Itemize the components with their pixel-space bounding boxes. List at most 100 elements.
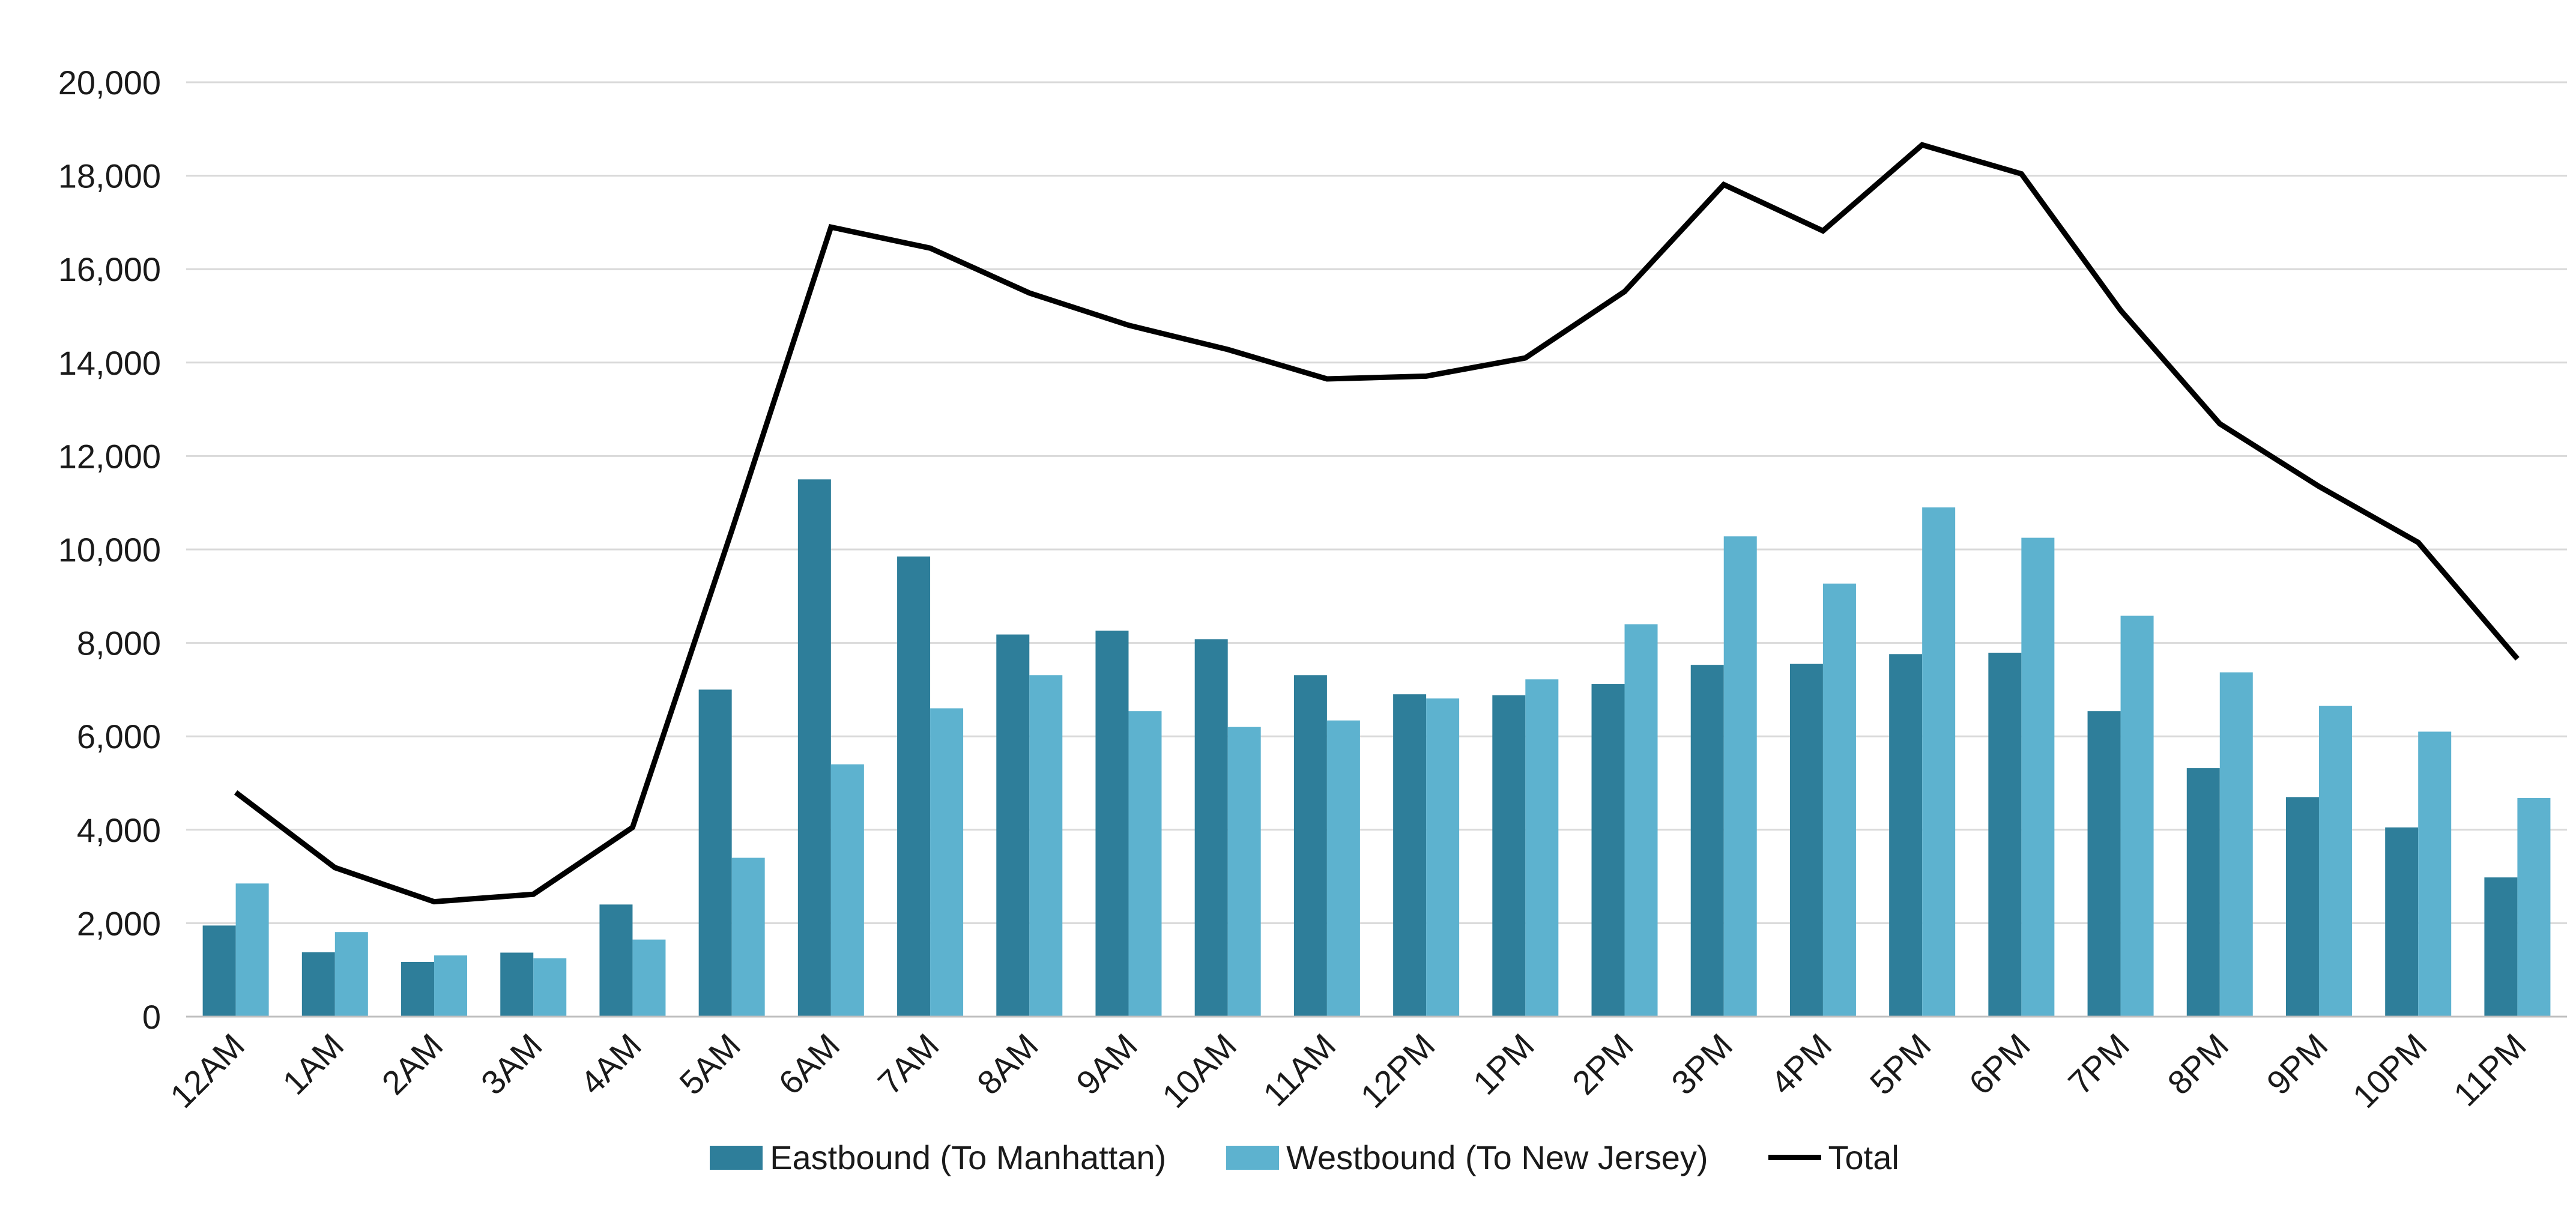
bar-eastbound (1691, 665, 1724, 1017)
x-tick-label: 4AM (573, 1026, 649, 1102)
bar-westbound (831, 764, 864, 1017)
x-tick-label: 12PM (1353, 1026, 1442, 1115)
y-tick-label: 8,000 (77, 625, 161, 662)
bar-eastbound (500, 952, 533, 1017)
bar-westbound (1724, 536, 1757, 1017)
bar-westbound (434, 955, 467, 1017)
bar-eastbound (2187, 768, 2220, 1017)
bar-eastbound (1790, 664, 1823, 1017)
y-tick-label: 4,000 (77, 811, 161, 849)
x-tick-label: 9PM (2259, 1026, 2335, 1102)
x-tick-label: 2PM (1565, 1026, 1640, 1102)
y-axis-tick-labels: 0 2,000 4,000 6,000 8,000 10,000 12,000 14,000 1… (58, 64, 161, 1036)
x-tick-label: 3AM (474, 1026, 549, 1102)
legend: Eastbound (To Manhattan) Westbound (To N… (0, 1138, 2576, 1177)
x-tick-label: 1AM (275, 1026, 351, 1102)
bar-eastbound (401, 962, 434, 1017)
legend-item-total: Total (1768, 1138, 1899, 1177)
bar-eastbound (2286, 797, 2319, 1017)
bar-westbound (2517, 798, 2550, 1017)
bar-westbound (2021, 538, 2054, 1017)
legend-item-westbound: Westbound (To New Jersey) (1226, 1138, 1708, 1177)
bar-westbound (2418, 731, 2451, 1017)
bar-westbound (236, 883, 269, 1017)
y-tick-label: 0 (142, 998, 161, 1036)
x-tick-label: 3PM (1664, 1026, 1740, 1102)
bar-westbound (732, 858, 765, 1017)
bar-westbound (2319, 706, 2352, 1017)
bar-eastbound (599, 904, 632, 1017)
bar-eastbound (1988, 653, 2021, 1017)
legend-swatch-eastbound (710, 1146, 763, 1170)
bar-westbound (1426, 698, 1459, 1017)
line-total (236, 145, 2518, 901)
bar-westbound (1525, 679, 1558, 1017)
x-tick-label: 5AM (672, 1026, 748, 1102)
bar-eastbound (2484, 877, 2517, 1017)
bar-westbound (2121, 616, 2154, 1017)
bar-westbound (1922, 507, 1955, 1017)
y-tick-label: 10,000 (58, 531, 161, 569)
x-tick-label: 7AM (871, 1026, 946, 1102)
x-tick-label: 11PM (2446, 1026, 2533, 1113)
x-tick-label: 5PM (1863, 1026, 1938, 1102)
legend-swatch-total (1768, 1155, 1821, 1160)
bar-eastbound (1294, 675, 1327, 1017)
x-tick-label: 7PM (2061, 1026, 2136, 1102)
x-tick-label: 10PM (2345, 1026, 2434, 1115)
bar-eastbound (1095, 631, 1128, 1017)
bar-eastbound (699, 689, 732, 1017)
bar-eastbound (203, 925, 236, 1017)
x-tick-label: 1PM (1466, 1026, 1541, 1102)
x-tick-label: 4PM (1763, 1026, 1839, 1102)
legend-label-eastbound: Eastbound (To Manhattan) (770, 1138, 1166, 1177)
bar-eastbound (897, 557, 930, 1017)
bar-eastbound (1889, 654, 1922, 1017)
bar-westbound (1625, 624, 1658, 1017)
x-tick-label: 11AM (1256, 1026, 1343, 1113)
bar-eastbound (302, 952, 335, 1017)
x-tick-label: 8AM (970, 1026, 1045, 1102)
y-tick-label: 2,000 (77, 904, 161, 942)
bar-westbound (1128, 711, 1161, 1017)
bar-westbound (1029, 675, 1062, 1017)
x-tick-label: 8PM (2160, 1026, 2236, 1102)
bar-eastbound (996, 635, 1029, 1017)
total-line (236, 145, 2518, 902)
bar-eastbound (2385, 827, 2418, 1017)
y-tick-label: 20,000 (58, 64, 161, 101)
bar-eastbound (1492, 695, 1525, 1017)
bar-westbound (930, 709, 963, 1017)
x-tick-label: 12AM (163, 1026, 252, 1115)
x-tick-label: 9AM (1069, 1026, 1144, 1102)
bar-westbound (2220, 673, 2253, 1017)
bar-westbound (533, 958, 566, 1017)
y-tick-label: 6,000 (77, 718, 161, 755)
y-tick-label: 14,000 (58, 344, 161, 382)
legend-label-total: Total (1828, 1138, 1899, 1177)
x-tick-label: 6AM (771, 1026, 847, 1102)
x-tick-label: 10AM (1155, 1026, 1244, 1115)
bar-eastbound (1393, 694, 1426, 1017)
legend-item-eastbound: Eastbound (To Manhattan) (710, 1138, 1166, 1177)
legend-label-westbound: Westbound (To New Jersey) (1286, 1138, 1708, 1177)
y-tick-label: 16,000 (58, 250, 161, 288)
bar-westbound (632, 940, 665, 1017)
bar-westbound (1327, 721, 1360, 1017)
bar-eastbound (2088, 711, 2121, 1017)
bar-eastbound (1592, 684, 1625, 1017)
legend-swatch-westbound (1226, 1146, 1279, 1170)
bar-eastbound (798, 479, 831, 1017)
bar-westbound (335, 932, 368, 1017)
x-tick-label: 6PM (1962, 1026, 2037, 1102)
bar-eastbound (1195, 639, 1228, 1017)
y-tick-label: 12,000 (58, 437, 161, 475)
y-tick-label: 18,000 (58, 157, 161, 195)
bars (203, 479, 2551, 1017)
bar-westbound (1228, 727, 1261, 1017)
x-tick-label: 2AM (375, 1026, 450, 1102)
bar-westbound (1823, 584, 1856, 1017)
